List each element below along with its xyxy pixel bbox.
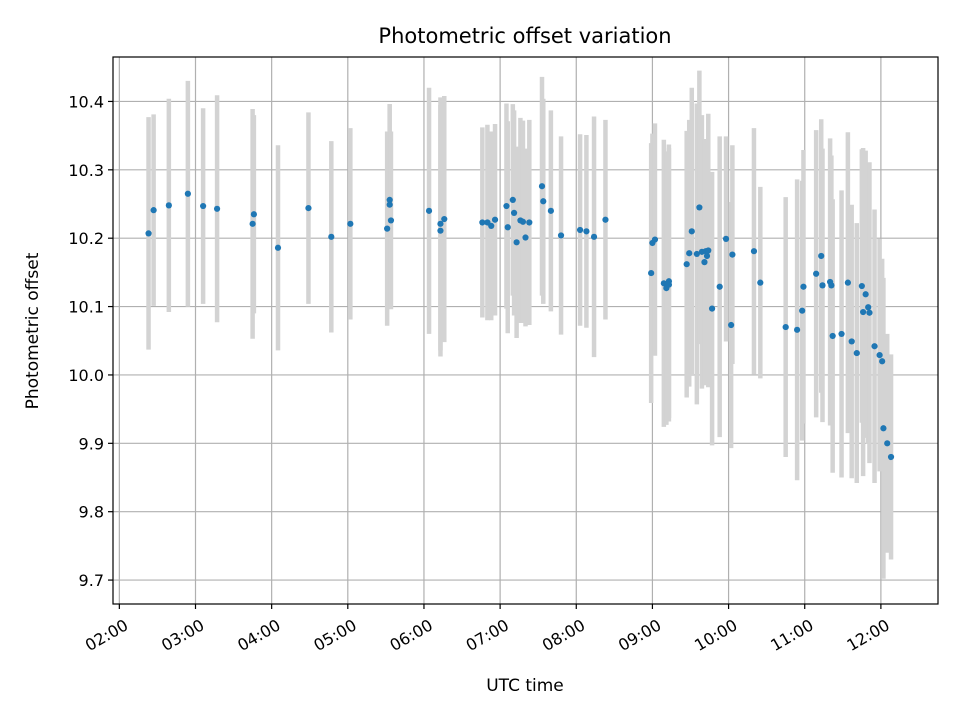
data-point xyxy=(602,216,609,223)
data-point xyxy=(829,332,836,340)
data-point xyxy=(384,225,391,232)
data-point xyxy=(150,207,157,214)
data-point xyxy=(583,228,590,235)
data-point xyxy=(696,204,703,211)
data-point xyxy=(757,279,764,286)
data-point xyxy=(509,196,516,204)
data-point xyxy=(862,291,869,298)
chart-title: Photometric offset variation xyxy=(378,24,671,48)
data-point xyxy=(860,308,867,316)
data-point xyxy=(590,233,598,240)
data-points xyxy=(145,183,895,461)
data-point xyxy=(813,270,820,277)
data-point xyxy=(491,216,499,223)
data-point xyxy=(858,282,865,290)
data-point xyxy=(828,282,835,289)
data-point xyxy=(441,215,448,223)
y-axis-label: Photometric offset xyxy=(23,252,43,409)
data-point xyxy=(879,358,886,365)
data-point xyxy=(386,201,393,208)
data-point xyxy=(880,425,887,432)
data-point xyxy=(513,239,520,246)
data-point xyxy=(819,282,826,289)
data-point xyxy=(479,219,486,226)
data-point xyxy=(705,247,712,254)
data-point xyxy=(701,259,708,266)
data-point xyxy=(887,453,895,461)
data-point xyxy=(274,244,282,251)
data-point xyxy=(665,278,673,285)
data-point xyxy=(200,202,207,210)
y-tick-label: 9.8 xyxy=(79,503,104,522)
data-point xyxy=(876,352,883,359)
data-point xyxy=(328,233,335,240)
data-point xyxy=(387,217,395,224)
y-tick-label: 10.2 xyxy=(68,229,104,248)
data-point xyxy=(818,252,825,260)
data-point xyxy=(519,218,527,225)
data-point xyxy=(708,305,716,312)
data-point xyxy=(305,205,312,212)
data-point xyxy=(853,349,860,357)
data-point xyxy=(540,198,547,205)
y-tick-label: 10.1 xyxy=(68,298,104,317)
data-point xyxy=(688,228,695,235)
data-point xyxy=(865,304,872,311)
data-point xyxy=(838,330,845,338)
data-point xyxy=(693,250,700,258)
data-point xyxy=(750,248,758,255)
data-point xyxy=(503,202,510,210)
data-point xyxy=(547,207,554,214)
data-point xyxy=(250,211,257,218)
data-point xyxy=(799,307,806,314)
data-point xyxy=(686,250,693,257)
data-point xyxy=(437,220,444,227)
y-tick-label: 10.3 xyxy=(68,161,104,180)
y-tick-label: 10.0 xyxy=(68,366,104,385)
data-point xyxy=(794,326,801,333)
data-point xyxy=(660,280,667,287)
data-point xyxy=(703,252,711,260)
data-point xyxy=(386,196,393,204)
data-point xyxy=(213,205,221,212)
data-point xyxy=(437,227,444,234)
data-point xyxy=(184,190,191,197)
data-point xyxy=(526,219,533,226)
data-point xyxy=(538,183,546,190)
data-point xyxy=(651,236,659,243)
data-point xyxy=(425,207,433,214)
data-point xyxy=(722,235,730,242)
data-point xyxy=(866,309,873,316)
data-point xyxy=(488,222,495,229)
data-point xyxy=(683,261,690,268)
data-point xyxy=(347,220,354,227)
data-point xyxy=(782,323,789,331)
data-point xyxy=(249,220,256,227)
data-point xyxy=(800,283,807,290)
data-point xyxy=(522,234,529,241)
data-point xyxy=(145,230,152,237)
data-point xyxy=(648,269,655,277)
data-point xyxy=(871,343,878,350)
data-point xyxy=(576,226,584,234)
data-point xyxy=(848,338,855,345)
data-point xyxy=(844,279,851,286)
data-point xyxy=(557,232,565,239)
y-tick-label: 9.9 xyxy=(79,434,104,453)
data-point xyxy=(728,321,735,329)
data-point xyxy=(510,209,518,216)
plot-frame xyxy=(112,56,939,605)
y-tick-label: 10.4 xyxy=(68,92,104,111)
data-point xyxy=(729,251,736,258)
x-axis-label: UTC time xyxy=(486,676,564,696)
data-point xyxy=(504,224,511,231)
data-point xyxy=(884,440,891,447)
y-tick-label: 9.7 xyxy=(79,571,104,590)
data-point xyxy=(165,202,172,209)
data-point xyxy=(716,283,723,290)
